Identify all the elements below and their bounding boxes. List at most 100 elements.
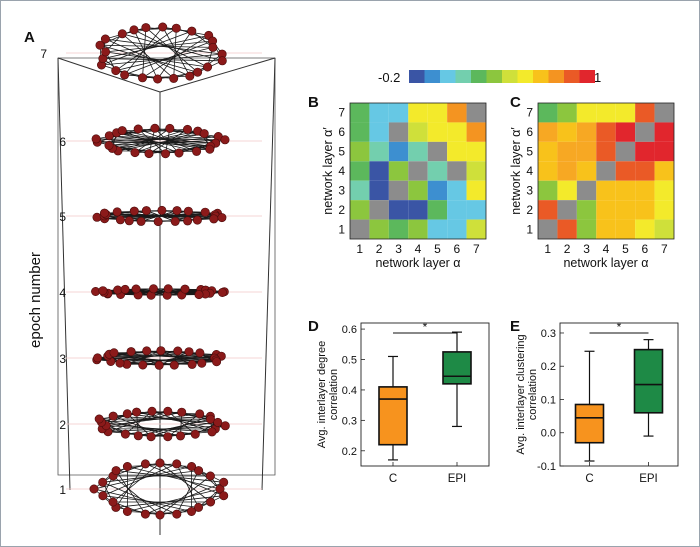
network-edge xyxy=(127,488,221,512)
heatmap-cell xyxy=(615,141,636,162)
heatmap-y-label: network layer α′ xyxy=(321,127,335,215)
boxplot-e: -0.1 0.0 0.1 0.2 0.3 C EPI * Avg. interlayer clu… xyxy=(515,320,679,485)
heatmap-cell xyxy=(557,103,577,123)
network-node xyxy=(98,491,108,501)
colorbar-min-label: -0.2 xyxy=(378,70,400,85)
network-node xyxy=(117,29,127,39)
heatmap-cell xyxy=(427,103,448,123)
network-node xyxy=(124,216,134,226)
heatmap-cell xyxy=(427,141,448,162)
epoch-tick-6: 6 xyxy=(59,135,66,149)
network-node xyxy=(205,471,215,481)
epoch-layers xyxy=(66,22,262,520)
y-tick-label: 0.3 xyxy=(541,328,556,340)
network-node xyxy=(184,347,194,357)
network-node xyxy=(130,148,140,158)
heatmap-y-tick-4: 4 xyxy=(526,164,533,178)
heatmap-cell xyxy=(408,103,428,123)
network-edge xyxy=(102,470,199,483)
network-node xyxy=(190,429,200,439)
panel-label-c: C xyxy=(510,94,521,111)
network-node xyxy=(180,284,190,294)
network-node xyxy=(104,141,114,151)
heatmap-cell xyxy=(408,200,428,220)
heatmap-cell xyxy=(388,122,409,142)
boxplot-axes xyxy=(360,322,490,467)
epoch-tick-2: 2 xyxy=(59,418,66,432)
network-edge xyxy=(127,413,152,437)
heatmap-cell xyxy=(538,122,558,142)
x-tick-label: EPI xyxy=(639,473,658,485)
network-node xyxy=(199,129,209,139)
heatmap-cell xyxy=(369,200,389,220)
heatmap-cell xyxy=(350,122,370,142)
network-edge xyxy=(116,132,197,152)
heatmap-cell xyxy=(615,200,636,220)
heatmap-cell xyxy=(576,103,597,123)
heatmap-cell xyxy=(408,122,428,142)
network-node xyxy=(141,206,151,216)
network-edge xyxy=(115,470,146,515)
network-node xyxy=(93,353,103,363)
network-edge xyxy=(112,462,161,503)
heatmap-cell xyxy=(615,103,636,123)
epoch-tick-4: 4 xyxy=(59,286,66,300)
heatmap-cell xyxy=(538,180,558,201)
network-node xyxy=(192,215,202,225)
y-tick-label: 0.2 xyxy=(342,446,357,458)
heatmap-x-tick-4: 4 xyxy=(603,242,610,256)
heatmap-cell xyxy=(596,180,616,201)
epoch-tick-1: 1 xyxy=(59,483,66,497)
y-tick-label: 0.5 xyxy=(342,355,357,367)
network-node xyxy=(177,407,187,417)
heatmap-cell xyxy=(369,180,389,201)
heatmap-x-tick-6: 6 xyxy=(454,242,461,256)
network-edge xyxy=(159,475,211,516)
heatmap-x-tick-3: 3 xyxy=(395,242,402,256)
network-node xyxy=(115,215,125,225)
colorbar-cell xyxy=(548,70,564,83)
network-node xyxy=(203,62,213,72)
network-node xyxy=(94,414,104,424)
network-node xyxy=(112,207,122,217)
epoch-tick-7: 7 xyxy=(40,47,47,61)
network-node xyxy=(91,134,101,144)
network-node xyxy=(163,284,173,294)
network-node xyxy=(212,357,222,367)
heatmap-x-tick-4: 4 xyxy=(415,242,422,256)
network-node xyxy=(146,432,156,442)
network-edge xyxy=(150,415,211,438)
network-node xyxy=(154,360,164,370)
heatmap-cell xyxy=(557,141,577,162)
y-axis-label: Avg. interlayer clustering xyxy=(515,334,527,454)
network-node xyxy=(183,206,193,216)
heatmap-cell xyxy=(654,180,674,201)
heatmap-cell xyxy=(635,219,655,239)
heatmap-cell xyxy=(427,180,448,201)
network-edge xyxy=(145,481,224,515)
network-edge xyxy=(151,294,200,296)
colorbar-cell xyxy=(455,70,471,83)
heatmap-x-tick-1: 1 xyxy=(544,242,551,256)
network-node xyxy=(95,40,105,50)
network-edge xyxy=(124,74,174,79)
heatmap-cell xyxy=(466,141,486,162)
network-node xyxy=(170,216,180,226)
heatmap-cell xyxy=(447,141,467,162)
colorbar-cell xyxy=(533,70,549,83)
network-node xyxy=(194,502,204,512)
network-edge xyxy=(145,27,198,73)
network-node xyxy=(219,491,229,501)
heatmap-cell xyxy=(654,161,674,181)
heatmap-cell xyxy=(576,122,597,142)
network-node xyxy=(111,66,121,76)
colorbar: -0.2 1 xyxy=(378,70,601,85)
heatmap-cell xyxy=(447,200,467,220)
network-node xyxy=(122,461,132,471)
heatmap-x-tick-2: 2 xyxy=(564,242,571,256)
box-C xyxy=(378,386,408,446)
heatmap-cell xyxy=(654,122,674,142)
network-node xyxy=(120,429,130,439)
network-edge xyxy=(102,463,177,497)
